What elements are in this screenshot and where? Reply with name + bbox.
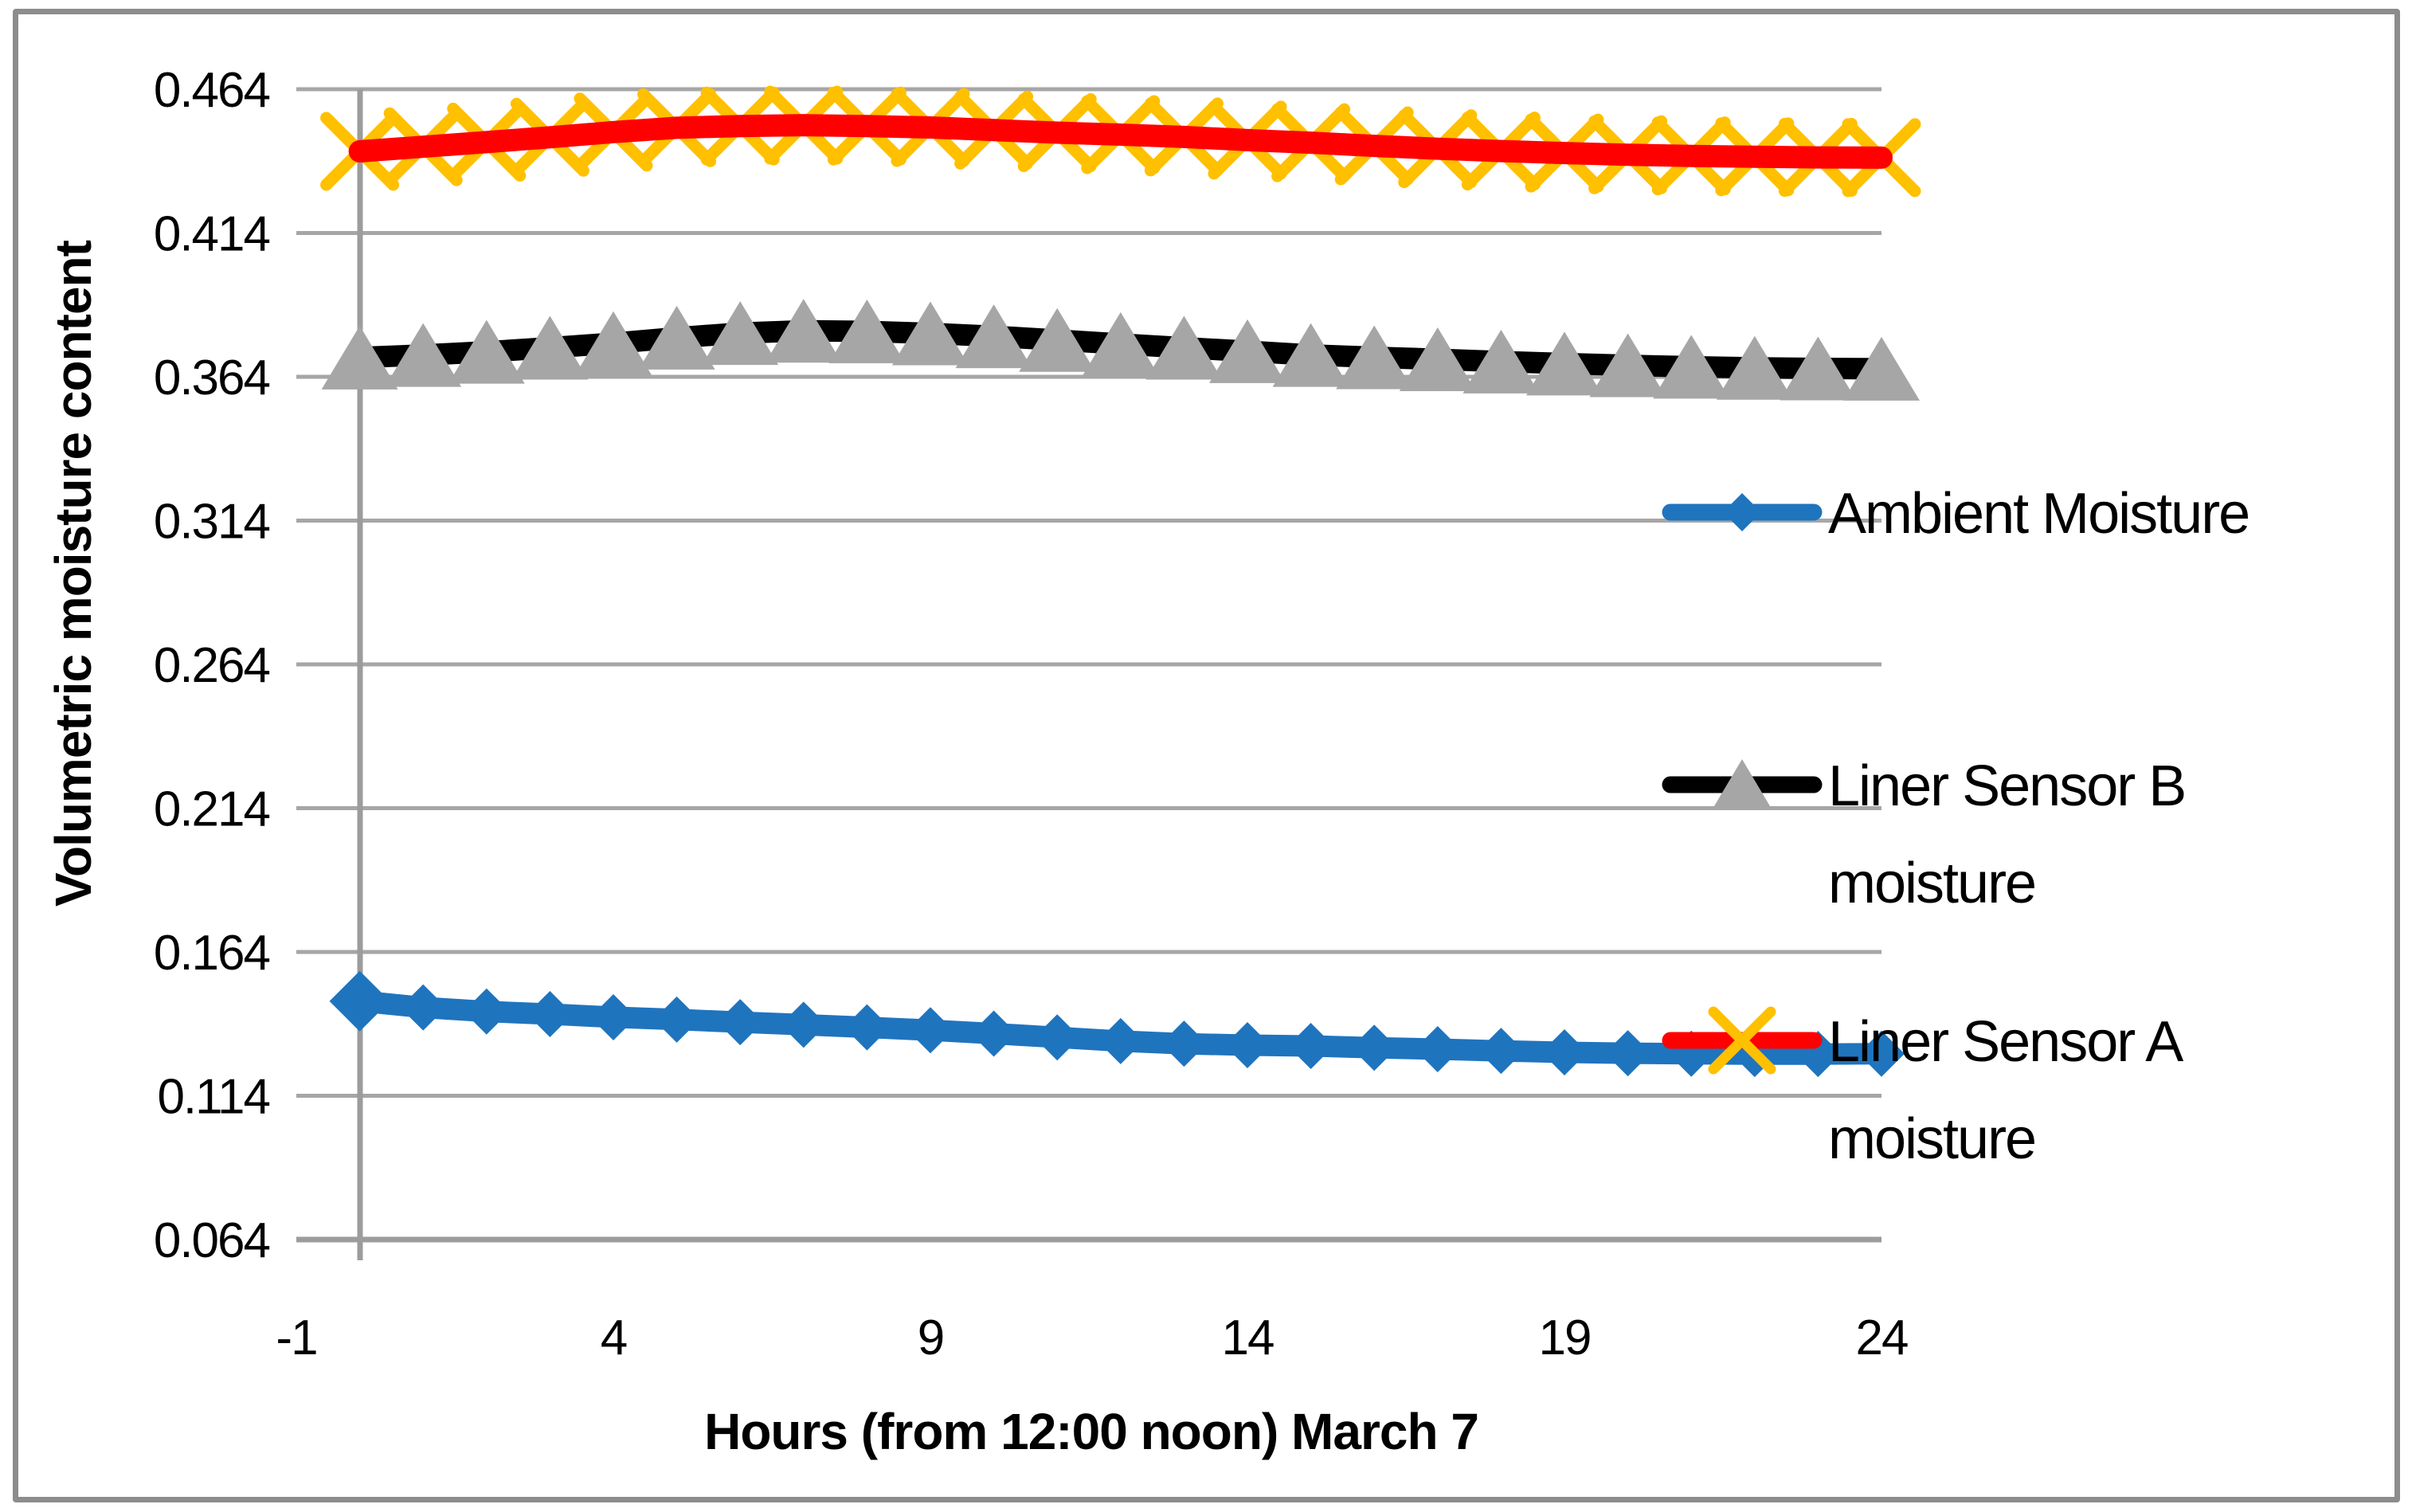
marker-triangle-liner-sensor-b (1716, 335, 1793, 400)
legend-marker-diamond (1723, 493, 1761, 531)
marker-diamond-ambient-moisture (329, 970, 390, 1032)
marker-diamond-ambient-moisture (653, 996, 700, 1043)
marker-diamond-ambient-moisture (970, 1010, 1017, 1057)
marker-diamond-ambient-moisture (1224, 1021, 1271, 1068)
marker-diamond-ambient-moisture (1034, 1014, 1081, 1061)
marker-triangle-liner-sensor-b (1019, 307, 1096, 372)
marker-triangle-liner-sensor-b (1082, 311, 1159, 376)
marker-triangle-liner-sensor-b (765, 299, 842, 363)
marker-diamond-ambient-moisture (780, 1001, 827, 1048)
marker-diamond-ambient-moisture (1604, 1030, 1651, 1077)
marker-diamond-ambient-moisture (1161, 1020, 1208, 1067)
marker-diamond-ambient-moisture (1351, 1024, 1398, 1071)
marker-triangle-liner-sensor-b (702, 301, 779, 366)
marker-triangle-liner-sensor-b (321, 325, 398, 390)
marker-diamond-ambient-moisture (1541, 1028, 1588, 1075)
chart-border (13, 9, 2400, 1502)
marker-triangle-liner-sensor-b (828, 299, 906, 363)
marker-diamond-ambient-moisture (1414, 1026, 1461, 1073)
marker-diamond-ambient-moisture (527, 990, 574, 1037)
marker-diamond-ambient-moisture (907, 1007, 953, 1054)
y-tick-label: 0.214 (154, 782, 270, 837)
marker-diamond-ambient-moisture (1287, 1023, 1334, 1070)
marker-triangle-liner-sensor-b (1336, 325, 1413, 390)
marker-triangle-liner-sensor-b (1589, 333, 1666, 398)
marker-diamond-ambient-moisture (844, 1004, 891, 1051)
series-line-liner-sensor-a (348, 114, 1893, 169)
legend-label: Ambient Moisture (1828, 482, 2249, 546)
marker-triangle-liner-sensor-b (385, 323, 462, 387)
x-tick-label: 9 (918, 1310, 943, 1365)
marker-triangle-liner-sensor-b (448, 319, 525, 384)
y-axis-title: Volumetric moisture content (45, 241, 102, 907)
x-tick-label: -1 (276, 1310, 316, 1365)
marker-triangle-liner-sensor-b (1780, 336, 1857, 401)
y-tick-label: 0.164 (154, 926, 270, 981)
y-tick-label: 0.314 (154, 495, 270, 550)
marker-diamond-ambient-moisture (717, 999, 764, 1046)
marker-triangle-liner-sensor-b (511, 315, 589, 380)
legend-label: moisture (1828, 852, 2035, 915)
x-tick-label: 19 (1539, 1310, 1591, 1365)
marker-triangle-liner-sensor-b (1526, 331, 1603, 396)
marker-diamond-ambient-moisture (400, 984, 447, 1031)
x-axis-title: Hours (from 12:00 noon) March 7 (704, 1403, 1479, 1460)
legend-label: Liner Sensor B (1828, 754, 2185, 818)
marker-triangle-liner-sensor-b (1399, 327, 1476, 391)
marker-diamond-ambient-moisture (590, 993, 636, 1040)
y-tick-label: 0.414 (154, 207, 270, 262)
marker-triangle-liner-sensor-b (1209, 319, 1286, 383)
marker-triangle-liner-sensor-b (1653, 335, 1730, 399)
marker-diamond-ambient-moisture (463, 988, 510, 1035)
x-tick-label: 24 (1856, 1310, 1908, 1365)
legend-label: Liner Sensor A (1828, 1010, 2183, 1074)
marker-triangle-liner-sensor-b (1462, 329, 1540, 394)
marker-triangle-liner-sensor-b (955, 304, 1032, 369)
legend-label: moisture (1828, 1107, 2035, 1171)
marker-triangle-liner-sensor-b (892, 301, 969, 366)
y-tick-label: 0.364 (154, 351, 270, 405)
marker-diamond-ambient-moisture (1097, 1017, 1144, 1064)
y-tick-label: 0.264 (154, 638, 270, 693)
marker-triangle-liner-sensor-b (1145, 315, 1223, 380)
marker-triangle-liner-sensor-b (1272, 323, 1349, 387)
x-tick-label: 4 (601, 1310, 627, 1365)
marker-triangle-liner-sensor-b (1843, 336, 1920, 401)
x-tick-label: 14 (1222, 1310, 1274, 1365)
marker-diamond-ambient-moisture (1478, 1028, 1525, 1075)
y-tick-label: 0.464 (154, 63, 270, 118)
marker-diamond-ambient-moisture (1858, 1030, 1905, 1077)
legend-marker-x (1708, 1006, 1776, 1075)
legend-marker-triangle (1712, 759, 1772, 810)
marker-triangle-liner-sensor-b (638, 305, 715, 370)
y-tick-label: 0.064 (154, 1213, 270, 1268)
marker-triangle-liner-sensor-b (575, 311, 652, 375)
y-tick-label: 0.114 (157, 1070, 269, 1125)
